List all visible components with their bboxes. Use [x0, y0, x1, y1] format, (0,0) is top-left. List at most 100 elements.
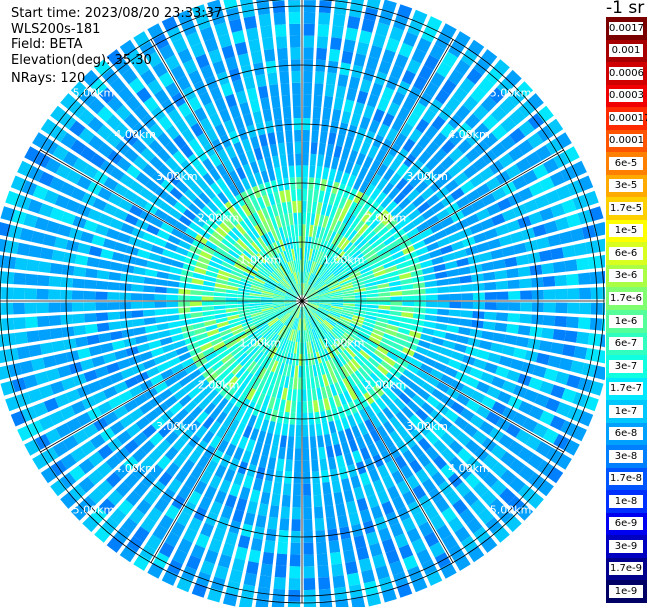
beta-cell	[432, 164, 446, 178]
beta-cell	[283, 327, 290, 339]
beta-cell	[449, 456, 464, 472]
beta-cell	[352, 253, 364, 263]
beta-cell	[322, 271, 333, 282]
beta-cell	[539, 380, 554, 395]
beta-cell	[235, 497, 248, 512]
beta-cell	[233, 242, 245, 253]
beta-cell	[282, 363, 289, 376]
beta-cell	[308, 341, 313, 354]
beta-cell	[61, 377, 76, 391]
beta-cell	[564, 330, 578, 343]
beta-cell	[173, 453, 187, 468]
beta-cell	[220, 82, 234, 97]
beta-cell	[340, 365, 350, 378]
colorbar-tick-label: 3e-8	[609, 449, 643, 463]
beta-cell	[296, 188, 302, 201]
beta-cell	[482, 321, 496, 331]
beta-cell	[295, 424, 302, 437]
beta-cell	[70, 446, 87, 463]
beta-cell	[156, 361, 171, 373]
beta-cell	[535, 441, 552, 457]
beta-cell	[171, 259, 184, 269]
beta-cell	[292, 495, 301, 508]
beta-cell	[314, 312, 324, 322]
beta-cell	[369, 372, 381, 384]
beta-cell	[299, 306, 302, 319]
beta-cell	[555, 302, 568, 314]
beta-cell	[177, 48, 193, 64]
beta-cell	[425, 446, 440, 461]
beta-cell	[322, 255, 331, 267]
beta-cell	[328, 192, 336, 206]
beta-cell	[280, 280, 290, 290]
beta-cell	[381, 538, 396, 553]
beta-cell	[306, 289, 317, 298]
beta-cell	[120, 367, 135, 380]
beta-cell	[274, 307, 286, 313]
beta-cell	[452, 87, 468, 103]
beta-cell	[403, 168, 416, 182]
beta-cell	[329, 330, 340, 341]
beta-cell	[326, 516, 337, 530]
beta-cell	[424, 462, 439, 477]
beta-cell	[536, 352, 550, 366]
beta-cell	[400, 317, 413, 324]
beta-cell	[36, 315, 50, 328]
beta-cell	[267, 359, 276, 371]
beta-cell	[276, 267, 285, 278]
beta-cell	[230, 245, 243, 256]
beta-cell	[222, 592, 238, 607]
beta-cell	[344, 427, 355, 441]
beta-cell	[348, 149, 359, 163]
beta-cell	[337, 274, 350, 283]
beta-cell	[512, 412, 528, 427]
beta-cell	[246, 87, 258, 102]
beta-cell	[270, 319, 280, 329]
beta-cell	[375, 565, 390, 580]
beta-cell	[381, 49, 396, 64]
beta-cell	[192, 197, 206, 210]
beta-cell	[347, 360, 358, 373]
beta-cell	[338, 380, 347, 393]
beta-cell	[307, 189, 314, 202]
beta-cell	[328, 313, 340, 320]
beta-cell	[257, 430, 267, 444]
beta-cell	[459, 508, 476, 525]
beta-cell	[448, 440, 464, 455]
beta-cell	[52, 145, 69, 161]
beta-cell	[334, 355, 344, 368]
beta-cell	[114, 241, 128, 253]
beta-cell	[450, 401, 465, 415]
beta-cell	[415, 346, 429, 356]
beta-cell	[55, 422, 72, 439]
beta-cell	[42, 355, 57, 369]
beta-cell	[313, 189, 319, 202]
beta-cell	[297, 318, 301, 331]
beta-cell	[109, 421, 125, 436]
beta-cell	[390, 64, 404, 80]
beta-cell	[150, 244, 164, 255]
beta-cell	[201, 296, 214, 301]
beta-cell	[213, 305, 226, 310]
beta-cell	[437, 308, 450, 316]
beta-cell	[211, 393, 224, 406]
beta-cell	[424, 82, 439, 98]
beta-cell	[491, 461, 508, 478]
beta-cell	[440, 123, 455, 138]
beta-cell	[72, 157, 89, 173]
beta-cell	[233, 330, 246, 339]
beta-cell	[358, 180, 370, 194]
beta-cell	[350, 232, 361, 244]
range-ring-labels: 1.00km1.00km1.00km1.00km2.00km2.00km2.00…	[73, 86, 532, 516]
beta-cell	[24, 288, 37, 300]
beta-cell	[176, 75, 191, 91]
beta-cell	[247, 375, 258, 388]
beta-cell	[124, 148, 139, 163]
beta-cell	[462, 490, 479, 507]
beta-cell	[492, 259, 506, 270]
beta-cell	[202, 172, 215, 186]
beta-cell	[278, 362, 285, 375]
beta-cell	[129, 408, 144, 422]
beta-cell	[303, 318, 307, 331]
beta-cell	[287, 289, 298, 298]
